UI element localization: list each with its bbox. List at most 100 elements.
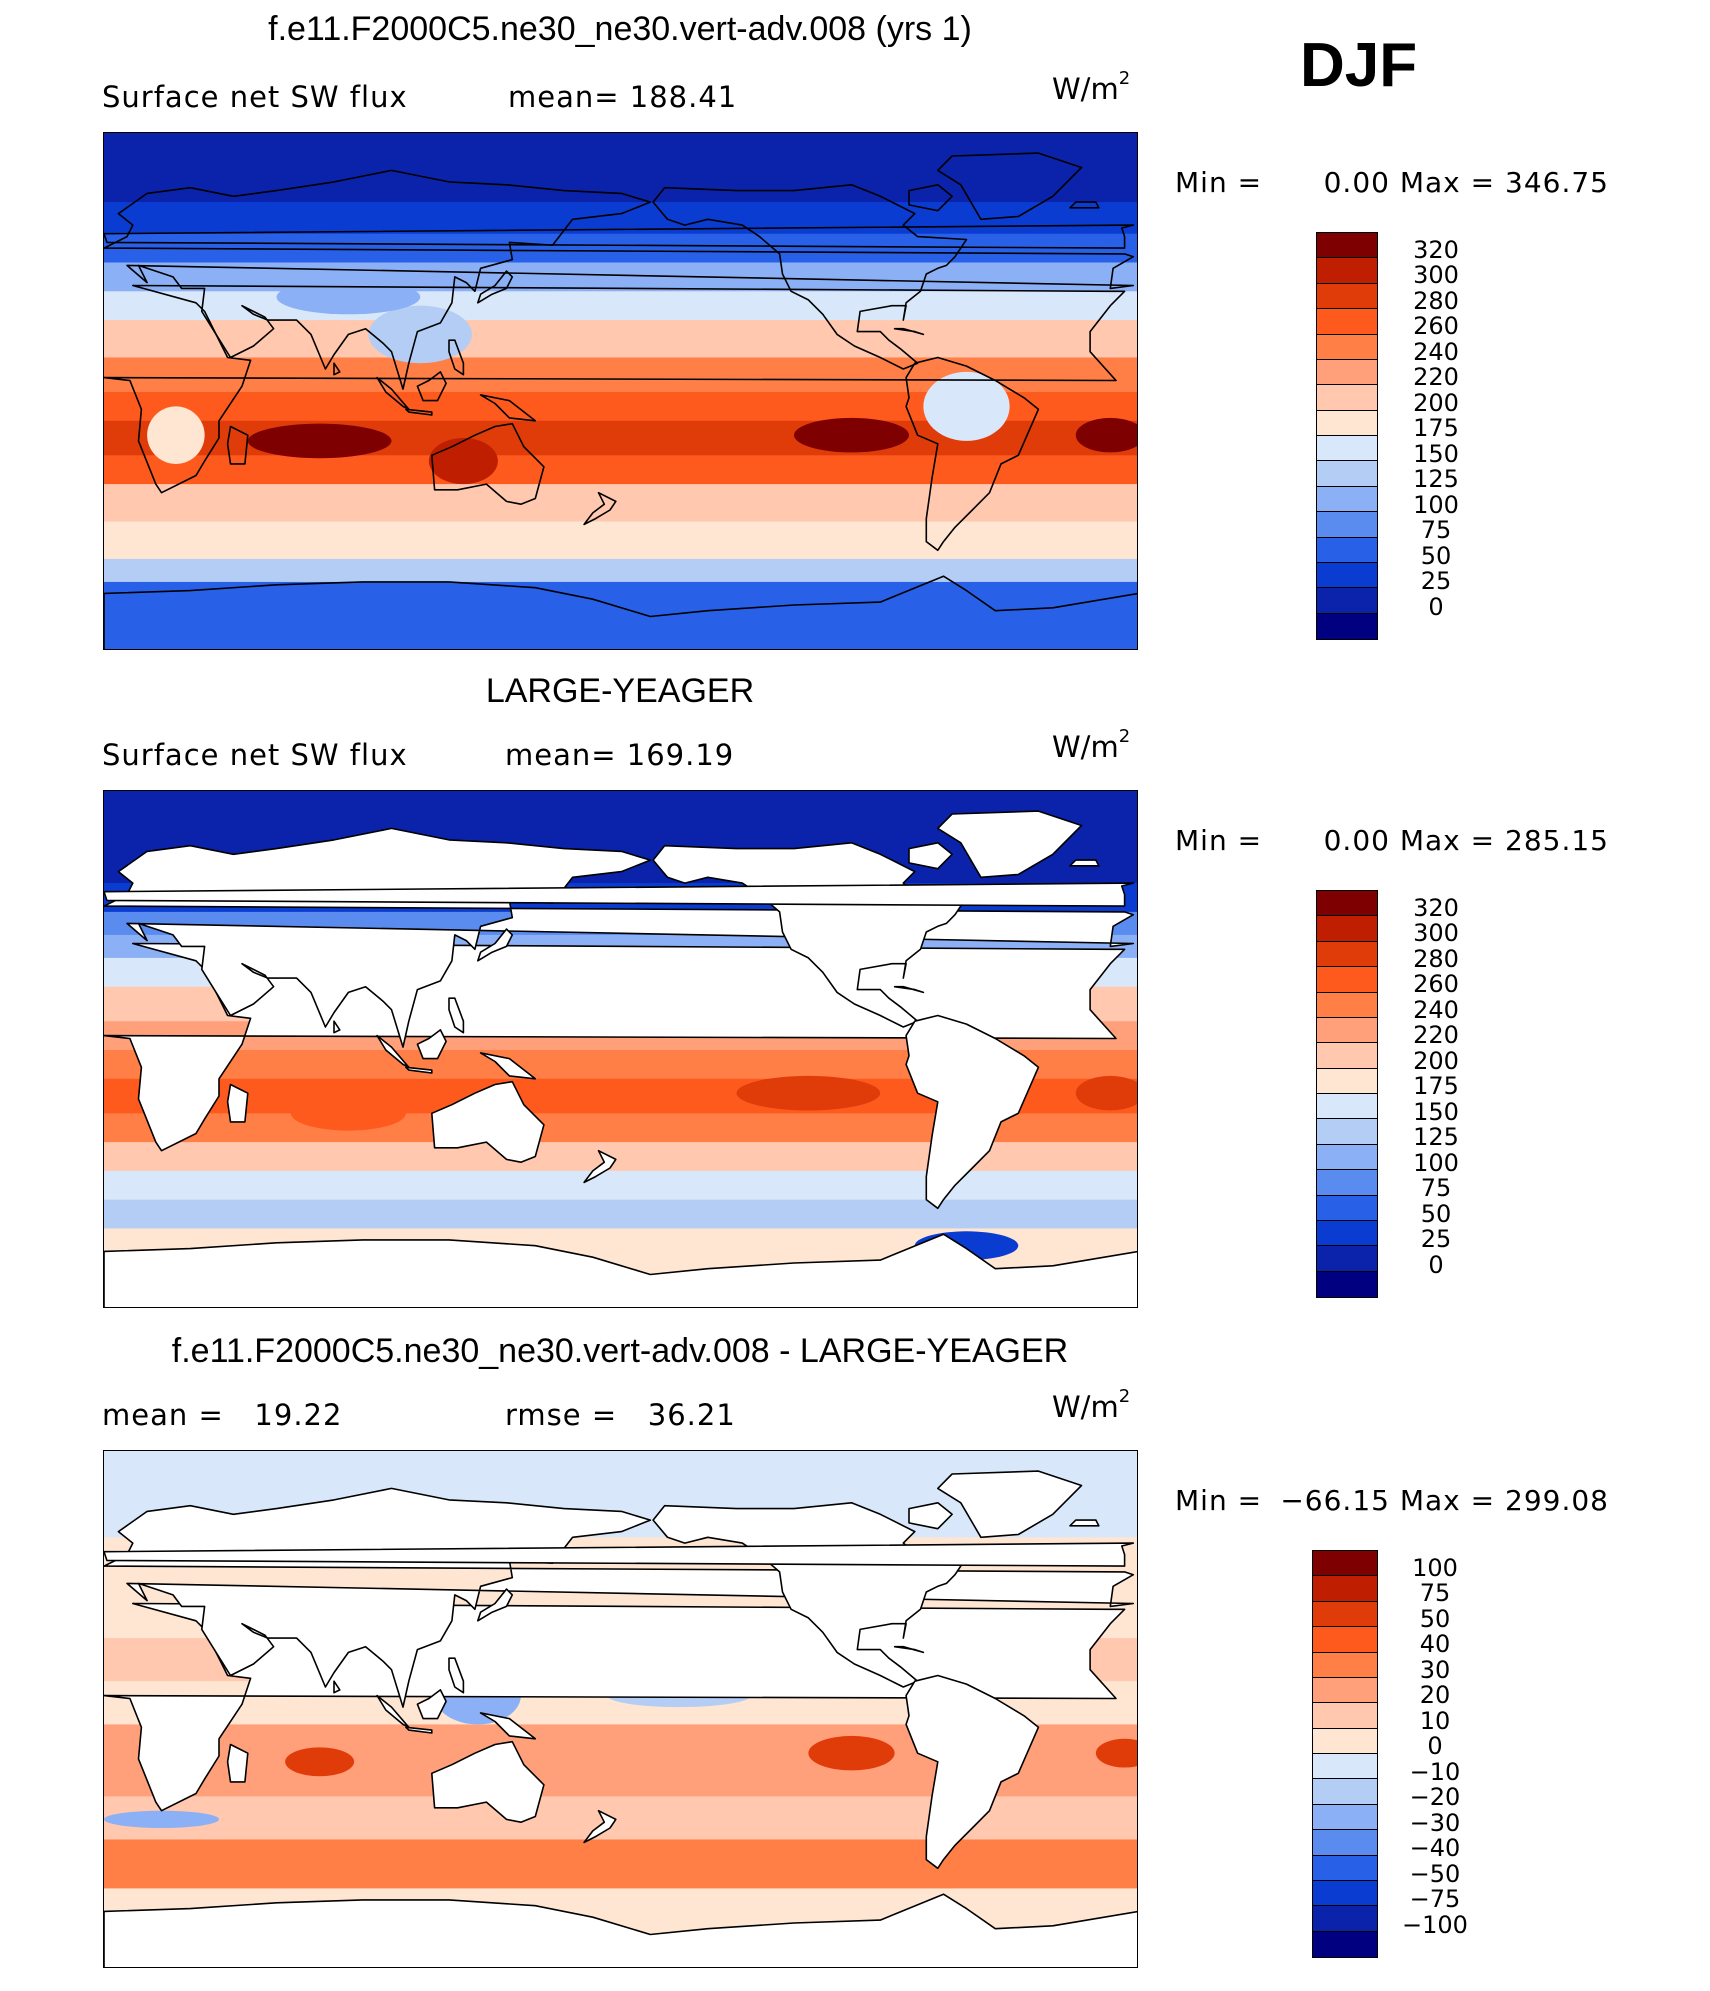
colorbar-segment — [1317, 537, 1377, 563]
field-band — [104, 1199, 1137, 1229]
map-svg — [104, 1451, 1137, 1967]
colorbar-level-label: 50 — [1420, 1199, 1452, 1228]
colorbar-segment — [1317, 512, 1377, 538]
colorbar-segment — [1317, 891, 1377, 917]
field-anomaly — [276, 279, 421, 315]
colorbar-level-label: 175 — [1413, 414, 1459, 442]
colorbar-segment — [1317, 1195, 1377, 1221]
continent-outline — [937, 810, 1083, 879]
continent-outline — [477, 270, 514, 304]
colorbar-segment — [1317, 233, 1377, 259]
colorbar-level-label: 100 — [1412, 1553, 1458, 1582]
colorbar-segment — [1317, 562, 1377, 589]
panel-2-colorbar — [1316, 890, 1378, 1298]
field-anomaly — [428, 438, 498, 485]
colorbar-segment — [1317, 334, 1377, 360]
colorbar-segment — [1317, 1094, 1377, 1120]
colorbar-segment — [1317, 359, 1377, 386]
continent-outline — [479, 394, 537, 422]
continent-outline — [479, 1052, 537, 1080]
colorbar-level-label: 20 — [1419, 1681, 1451, 1709]
colorbar-segment — [1317, 258, 1377, 284]
colorbar-segment — [1313, 1627, 1377, 1653]
field-anomaly — [247, 423, 392, 459]
field-band — [104, 484, 1137, 522]
continent-outline — [937, 152, 1083, 221]
continent-outline — [893, 327, 925, 336]
colorbar-segment — [1317, 461, 1377, 487]
colorbar-segment — [1313, 1804, 1377, 1831]
panel-3-map — [103, 1450, 1138, 1968]
field-band — [104, 581, 1137, 649]
panel-3-units: W/m2 — [1052, 1386, 1130, 1424]
colorbar-segment — [1317, 1220, 1377, 1247]
colorbar-level-label: 240 — [1413, 995, 1459, 1024]
panel-2-right-label: mean= 169.19 — [505, 738, 735, 772]
colorbar-segment — [1317, 588, 1377, 614]
colorbar-segment — [1317, 1043, 1377, 1069]
colorbar-level-label: 100 — [1413, 490, 1459, 519]
colorbar-segment — [1313, 1754, 1377, 1780]
colorbar-level-label: −50 — [1409, 1859, 1461, 1888]
colorbar-level-label: 200 — [1413, 1046, 1459, 1075]
colorbar-level-label: 50 — [1420, 541, 1452, 570]
continent-outline — [333, 362, 341, 376]
field-anomaly — [923, 371, 1010, 441]
continent-outline — [448, 997, 465, 1034]
colorbar-level-label: 200 — [1413, 388, 1459, 417]
panel-1-min-value: 0.00 — [1323, 166, 1390, 199]
field-band — [104, 1170, 1137, 1201]
colorbar-level-label: −40 — [1409, 1834, 1461, 1862]
colorbar-level-label: 150 — [1413, 1097, 1459, 1126]
colorbar-segment — [1317, 1246, 1377, 1272]
continent-outline — [908, 184, 953, 212]
panel-2-map — [103, 790, 1138, 1308]
colorbar-level-label: 150 — [1413, 439, 1459, 468]
continent-outline — [104, 1893, 1137, 1967]
colorbar-segment — [1317, 1170, 1377, 1196]
continent-outline — [104, 575, 1137, 649]
field-band — [104, 1839, 1137, 1889]
colorbar-level-label: 0 — [1428, 1250, 1444, 1279]
continent-outline — [905, 1674, 1040, 1870]
colorbar-level-label: 0 — [1427, 1732, 1443, 1760]
colorbar-segment — [1317, 1271, 1377, 1297]
continent-outline — [583, 1149, 617, 1184]
colorbar-segment — [1317, 385, 1377, 411]
panel-1-title: f.e11.F2000C5.ne30_ne30.vert-adv.008 (yr… — [268, 10, 972, 48]
colorbar-level-label: 220 — [1413, 1021, 1459, 1049]
continent-outline — [477, 928, 514, 962]
map-svg — [104, 791, 1137, 1307]
colorbar-level-label: 320 — [1413, 893, 1459, 922]
continent-outline — [583, 1809, 617, 1844]
colorbar-level-label: 50 — [1419, 1604, 1451, 1633]
continent-outline — [1069, 201, 1100, 209]
continent-outline — [1069, 1519, 1100, 1527]
panel-2-max-value: 285.15 — [1505, 824, 1609, 857]
colorbar-level-label: 220 — [1413, 363, 1459, 391]
colorbar-level-label: 125 — [1413, 465, 1459, 493]
colorbar-level-label: −75 — [1409, 1885, 1461, 1913]
continent-outline — [405, 408, 433, 416]
colorbar-level-label: 25 — [1420, 567, 1452, 595]
panel-3-left-label: mean = 19.22 — [102, 1398, 343, 1432]
panel-3-title: f.e11.F2000C5.ne30_ne30.vert-adv.008 - L… — [171, 1332, 1069, 1370]
colorbar-segment — [1313, 1703, 1377, 1729]
continent-outline — [416, 1689, 447, 1720]
continent-outline — [908, 1502, 953, 1530]
field-anomaly — [1075, 417, 1137, 453]
colorbar-segment — [1313, 1677, 1377, 1704]
colorbar-level-label: 280 — [1413, 286, 1459, 315]
panel-1-left-label: Surface net SW flux — [102, 80, 408, 114]
colorbar-level-label: 0 — [1428, 592, 1444, 621]
continent-outline — [448, 339, 465, 376]
colorbar-segment — [1317, 1068, 1377, 1094]
panel-2-left-label: Surface net SW flux — [102, 738, 408, 772]
continent-outline — [104, 882, 1135, 907]
colorbar-segment — [1313, 1728, 1377, 1754]
colorbar-level-label: 30 — [1419, 1655, 1451, 1684]
field-anomaly — [368, 305, 472, 364]
continent-outline — [652, 184, 968, 370]
panel-3-max-value: 299.08 — [1505, 1484, 1609, 1517]
panel-1-min-label: Min = — [1175, 166, 1263, 199]
